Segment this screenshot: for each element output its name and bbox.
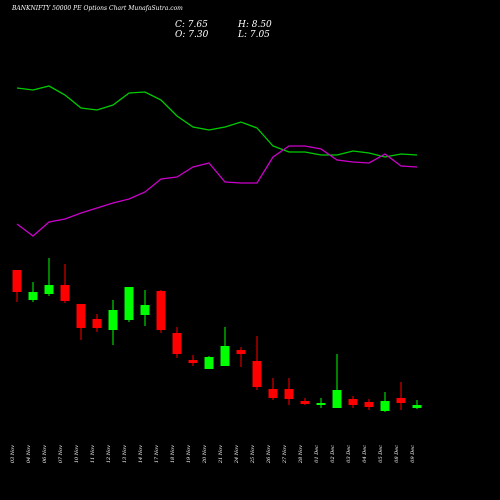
x-tick-label: 04 Dec — [362, 445, 368, 463]
candle-body — [28, 292, 38, 300]
candle-body — [380, 401, 390, 411]
x-tick-label: 21 Nov — [218, 445, 224, 464]
candle-body — [252, 361, 262, 387]
candle-body — [108, 310, 118, 330]
candle-body — [348, 399, 358, 405]
candle-body — [188, 360, 198, 363]
x-tick-label: 24 Nov — [234, 445, 240, 464]
candle-body — [364, 402, 374, 407]
candle-body — [412, 405, 422, 408]
x-tick-label: 20 Nov — [202, 445, 208, 464]
x-tick-label: 04 Nov — [26, 445, 32, 463]
indicator-line — [16, 85, 418, 158]
x-tick-label: 10 Nov — [74, 445, 80, 463]
candle-body — [156, 291, 166, 330]
candle-body — [124, 287, 134, 320]
x-tick-label: 06 Nov — [42, 445, 48, 463]
candle-body — [44, 285, 54, 294]
x-tick-label: 13 Nov — [122, 445, 128, 463]
summary-low: L: 7.05 — [237, 30, 270, 40]
candle-body — [220, 346, 230, 366]
x-tick-label: 02 Dec — [330, 445, 336, 463]
x-tick-label: 05 Dec — [378, 445, 384, 463]
candle-body — [172, 333, 182, 354]
x-tick-label: 25 Nov — [250, 445, 256, 464]
x-tick-label: 12 Nov — [106, 445, 112, 463]
candle-body — [76, 304, 86, 328]
candle-body — [316, 403, 326, 405]
x-tick-label: 08 Dec — [394, 445, 400, 463]
x-tick-label: 14 Nov — [138, 445, 144, 463]
indicator-line — [16, 145, 418, 237]
x-tick-label: 18 Nov — [170, 445, 176, 463]
candle-body — [140, 305, 150, 315]
x-tick-label: 26 Nov — [266, 445, 272, 464]
candle-body — [300, 401, 310, 404]
candle-body — [284, 389, 294, 399]
candle-body — [92, 319, 102, 328]
x-tick-label: 27 Nov — [282, 445, 288, 464]
candle-body — [60, 285, 70, 301]
x-tick-label: 28 Nov — [298, 445, 304, 464]
candle-body — [204, 357, 214, 369]
x-tick-label: 03 Nov — [10, 445, 16, 463]
x-tick-label: 11 Nov — [90, 445, 96, 463]
candle-body — [236, 350, 246, 354]
x-tick-label: 09 Dec — [410, 445, 416, 463]
x-tick-label: 07 Nov — [58, 445, 64, 463]
x-tick-label: 03 Dec — [346, 445, 352, 463]
candle-body — [332, 390, 342, 408]
x-tick-label: 17 Nov — [154, 445, 160, 463]
summary-high: H: 8.50 — [237, 20, 272, 30]
summary-close: C: 7.65 — [175, 20, 208, 30]
x-tick-label: 01 Dec — [314, 445, 320, 463]
candle-body — [268, 389, 278, 398]
chart-title: BANKNIFTY 50000 PE Options Chart MunafaS… — [11, 5, 183, 12]
x-tick-label: 19 Nov — [186, 445, 192, 463]
candle-body — [396, 398, 406, 403]
candle-body — [12, 270, 22, 292]
summary-open: O: 7.30 — [175, 30, 209, 40]
